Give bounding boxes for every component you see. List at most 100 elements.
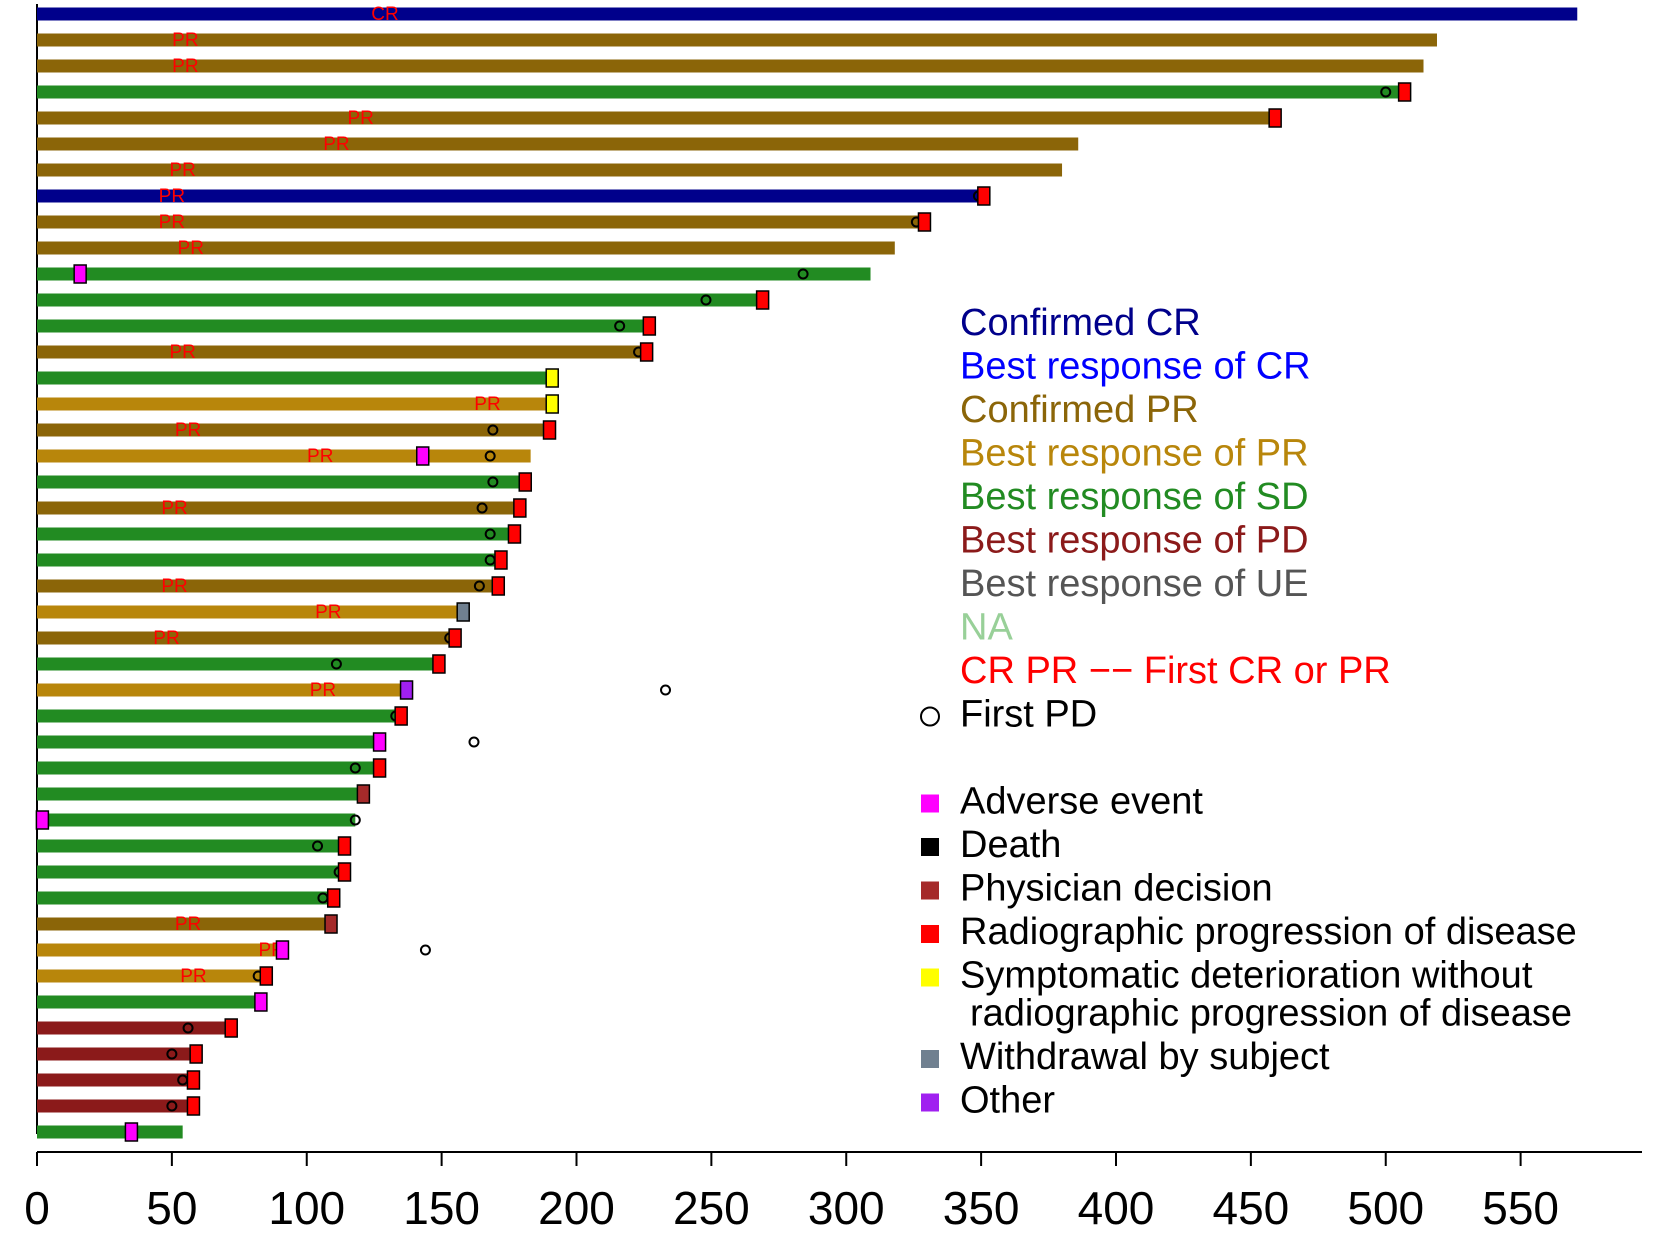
duration-bar	[37, 267, 871, 281]
end-marker	[1397, 82, 1412, 102]
end-marker	[356, 784, 371, 804]
duration-bar	[37, 423, 550, 437]
duration-bar	[37, 891, 334, 905]
end-marker	[448, 628, 462, 648]
first-response-label: PR	[172, 56, 198, 77]
end-marker	[275, 940, 290, 960]
duration-bar	[37, 527, 515, 541]
first-response-label: PR	[161, 576, 187, 597]
duration-bar	[37, 1047, 197, 1061]
end-marker	[432, 654, 446, 674]
legend-entry: Radiographic progression of disease	[960, 911, 1577, 953]
duration-bar	[37, 709, 402, 723]
first-response-label: PR	[347, 108, 373, 129]
duration-bar	[37, 865, 345, 879]
legend-entry: CR PR −− First CR or PR	[960, 650, 1391, 692]
end-marker	[1268, 108, 1282, 128]
legend-symbol	[921, 968, 939, 987]
duration-bar	[37, 631, 456, 645]
duration-bar	[37, 397, 553, 411]
x-tick-label: 0	[24, 1182, 50, 1234]
duration-bar	[37, 735, 380, 749]
duration-bar	[37, 787, 364, 801]
legend-entry: Physician decision	[960, 868, 1273, 910]
legend-entry: Best response of UE	[960, 563, 1309, 605]
duration-bar	[37, 293, 763, 307]
duration-bar	[37, 579, 499, 593]
end-marker	[507, 524, 522, 544]
first-pd-marker	[166, 1048, 178, 1060]
x-tick-label: 300	[808, 1182, 885, 1234]
duration-bar	[37, 995, 261, 1009]
first-pd-marker	[182, 1022, 194, 1034]
end-marker	[326, 888, 341, 908]
end-marker	[639, 342, 654, 362]
end-marker	[545, 394, 559, 414]
duration-bar	[37, 761, 380, 775]
legend-entry: Best response of PD	[960, 520, 1309, 562]
duration-bar	[37, 33, 1437, 47]
end-marker	[254, 992, 268, 1012]
first-pd-marker	[660, 684, 672, 696]
legend-entry: Symptomatic deterioration without	[960, 955, 1533, 997]
x-tick-label: 500	[1347, 1182, 1424, 1234]
legend-entry: Confirmed PR	[960, 389, 1199, 431]
duration-bar	[37, 241, 895, 255]
first-response-label: PR	[180, 966, 206, 987]
x-tick-label: 550	[1482, 1182, 1559, 1234]
legend-entry: Best response of CR	[960, 346, 1311, 388]
first-pd-marker	[166, 1100, 178, 1112]
duration-bar	[37, 501, 520, 515]
x-tick-label: 100	[268, 1182, 345, 1234]
legend-entry: radiographic progression of disease	[970, 993, 1572, 1035]
x-tick-label: 50	[146, 1182, 197, 1234]
legend-entry: Confirmed CR	[960, 302, 1201, 344]
duration-bar	[37, 1125, 183, 1139]
first-pd-marker	[797, 268, 809, 280]
first-response-label: PR	[172, 30, 198, 51]
first-pd-marker	[484, 528, 496, 540]
duration-bar	[37, 1099, 194, 1113]
end-marker	[491, 576, 506, 596]
first-pd-marker	[476, 502, 488, 514]
x-tick-label: 350	[943, 1182, 1020, 1234]
first-pd-marker	[349, 762, 361, 774]
first-response-label: PR	[159, 186, 185, 207]
end-marker	[259, 966, 274, 986]
end-marker	[642, 316, 657, 336]
first-pd-marker	[487, 424, 499, 436]
duration-bar	[37, 969, 267, 983]
end-marker	[186, 1070, 201, 1090]
first-response-label: PR	[474, 394, 500, 415]
end-marker	[494, 550, 508, 570]
first-response-label: PR	[169, 342, 195, 363]
end-marker	[372, 758, 387, 778]
duration-bar	[37, 839, 345, 853]
first-response-label: PR	[178, 238, 204, 259]
first-response-label: PR	[315, 602, 341, 623]
duration-bar	[37, 215, 925, 229]
first-response-label: PR	[169, 160, 195, 181]
first-response-label: PR	[153, 628, 179, 649]
duration-bar	[37, 189, 984, 203]
first-response-label: PR	[310, 680, 336, 701]
end-marker	[124, 1122, 139, 1142]
legend-entry: Adverse event	[960, 781, 1203, 823]
duration-bar	[37, 449, 531, 463]
end-marker	[186, 1096, 201, 1116]
end-marker	[35, 810, 50, 830]
first-pd-marker	[330, 658, 342, 670]
end-marker	[324, 914, 338, 934]
legend-entry: NA	[960, 607, 1013, 649]
duration-bar	[37, 917, 332, 931]
legend-symbol	[921, 1093, 939, 1112]
legend-symbol	[921, 881, 939, 900]
duration-bar	[37, 943, 283, 957]
duration-bar	[37, 1073, 194, 1087]
end-marker	[394, 706, 408, 726]
legend-symbol	[921, 925, 939, 943]
end-marker	[513, 498, 527, 518]
end-marker	[337, 862, 352, 882]
duration-bar	[37, 553, 501, 567]
